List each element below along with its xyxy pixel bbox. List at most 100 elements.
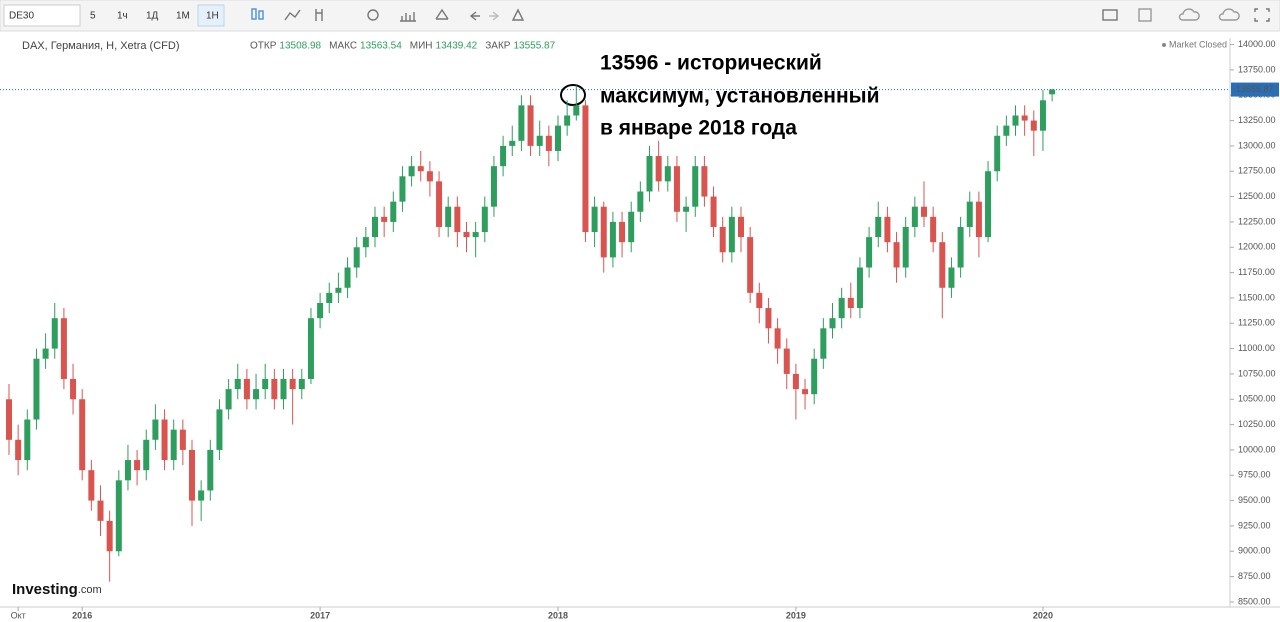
y-tick-label: 12750.00 [1238, 166, 1276, 176]
candle-body [866, 237, 873, 268]
y-tick-label: 11000.00 [1238, 343, 1275, 353]
icon[interactable] [489, 11, 500, 21]
candle-body [683, 206, 690, 212]
annotation: 13596 - исторический [600, 52, 822, 75]
candle-body [436, 181, 443, 227]
candle-body [573, 105, 580, 116]
candle-body [619, 221, 626, 243]
candle-body [198, 490, 205, 501]
candle-body [664, 166, 671, 182]
interval-group: 5 1ч 1Д 1М 1Н [90, 4, 225, 27]
x-tick-label: 2020 [1033, 610, 1053, 620]
interval[interactable]: 1М [176, 11, 190, 22]
logo: Investing.com [12, 581, 102, 598]
icon[interactable] [258, 10, 264, 20]
y-tick-label: 13750.00 [1238, 64, 1276, 74]
icon[interactable] [400, 12, 416, 22]
candle-body [628, 211, 635, 243]
icon[interactable] [367, 9, 379, 21]
candle-body [51, 318, 58, 349]
interval[interactable]: 1Д [146, 11, 159, 22]
candle-body [600, 206, 607, 258]
y-tick-label: 10000.00 [1238, 444, 1276, 454]
candle-body [655, 156, 662, 182]
y-tick-label: 9500.00 [1238, 495, 1271, 505]
candle-body [875, 216, 882, 238]
interval-active [197, 4, 225, 27]
candle-body [957, 226, 964, 268]
icon[interactable] [251, 8, 257, 20]
candle-body [820, 328, 827, 359]
candle-body [115, 480, 122, 552]
candle-body [317, 302, 324, 319]
interval[interactable]: 1Н [206, 11, 219, 22]
y-tick-label: 11750.00 [1238, 267, 1275, 277]
icon[interactable] [469, 11, 480, 21]
icon[interactable] [1218, 8, 1240, 21]
candle-body [719, 226, 726, 253]
candle-body [33, 358, 40, 420]
toolbar [0, 0, 1280, 32]
candle-body [262, 378, 269, 390]
candle-body [838, 297, 845, 319]
candle-body [88, 470, 95, 501]
candle-body [490, 166, 497, 207]
candle-body [783, 348, 790, 374]
icon[interactable] [1102, 9, 1118, 21]
candle-body [555, 125, 561, 151]
candle-body [1012, 115, 1019, 126]
candle-body [472, 232, 479, 238]
candle-body [225, 389, 232, 410]
icon[interactable] [315, 9, 323, 21]
ohlc-value: 13508.98 [279, 41, 321, 52]
icon[interactable] [1138, 8, 1152, 22]
candle-body [445, 206, 452, 227]
y-tick-label: 13000.00 [1238, 140, 1276, 150]
candle-body [637, 191, 644, 212]
y-tick-label: 10500.00 [1238, 394, 1276, 404]
x-tick-label: 2016 [72, 610, 92, 620]
candle-body [106, 520, 113, 552]
candle-body [335, 287, 342, 293]
interval[interactable]: 5 [90, 11, 96, 22]
status: Market Closed [1169, 39, 1227, 49]
icon[interactable] [435, 8, 449, 20]
candle-body [134, 460, 141, 471]
candle-body [481, 206, 488, 233]
ohlc-value: 13555.87 [513, 41, 555, 52]
candle-body [893, 242, 900, 268]
candle-body [179, 429, 186, 450]
candle-body [966, 201, 973, 227]
candle-body [6, 399, 12, 440]
y-tick-label: 10250.00 [1238, 419, 1276, 429]
candle-body [756, 292, 763, 309]
candle-body [143, 439, 150, 471]
candle-body [792, 373, 799, 390]
candle-body [500, 145, 507, 167]
candle-body [207, 449, 214, 491]
candle-body [42, 348, 49, 359]
candle-body [948, 267, 955, 288]
candle-body [390, 201, 397, 222]
candle-body [362, 237, 369, 248]
candle-body [243, 378, 250, 400]
candle-body [289, 378, 296, 390]
x-tick-label: Окт [11, 610, 26, 620]
candle-body [170, 429, 177, 461]
icon[interactable] [1254, 8, 1270, 22]
candle-body [344, 267, 351, 288]
candle-body [1003, 125, 1010, 136]
y-tick-label: 9750.00 [1238, 470, 1271, 480]
icon[interactable] [511, 8, 525, 21]
icon[interactable] [284, 9, 301, 21]
candle-body [930, 216, 937, 243]
symbol-box[interactable] [3, 4, 81, 27]
icon[interactable] [1178, 8, 1200, 21]
y-tick-label: 12250.00 [1238, 216, 1276, 226]
y-tick-label: 11500.00 [1238, 292, 1275, 302]
candle-body [939, 242, 946, 288]
interval[interactable]: 1ч [117, 11, 128, 22]
candle-body [738, 216, 744, 238]
